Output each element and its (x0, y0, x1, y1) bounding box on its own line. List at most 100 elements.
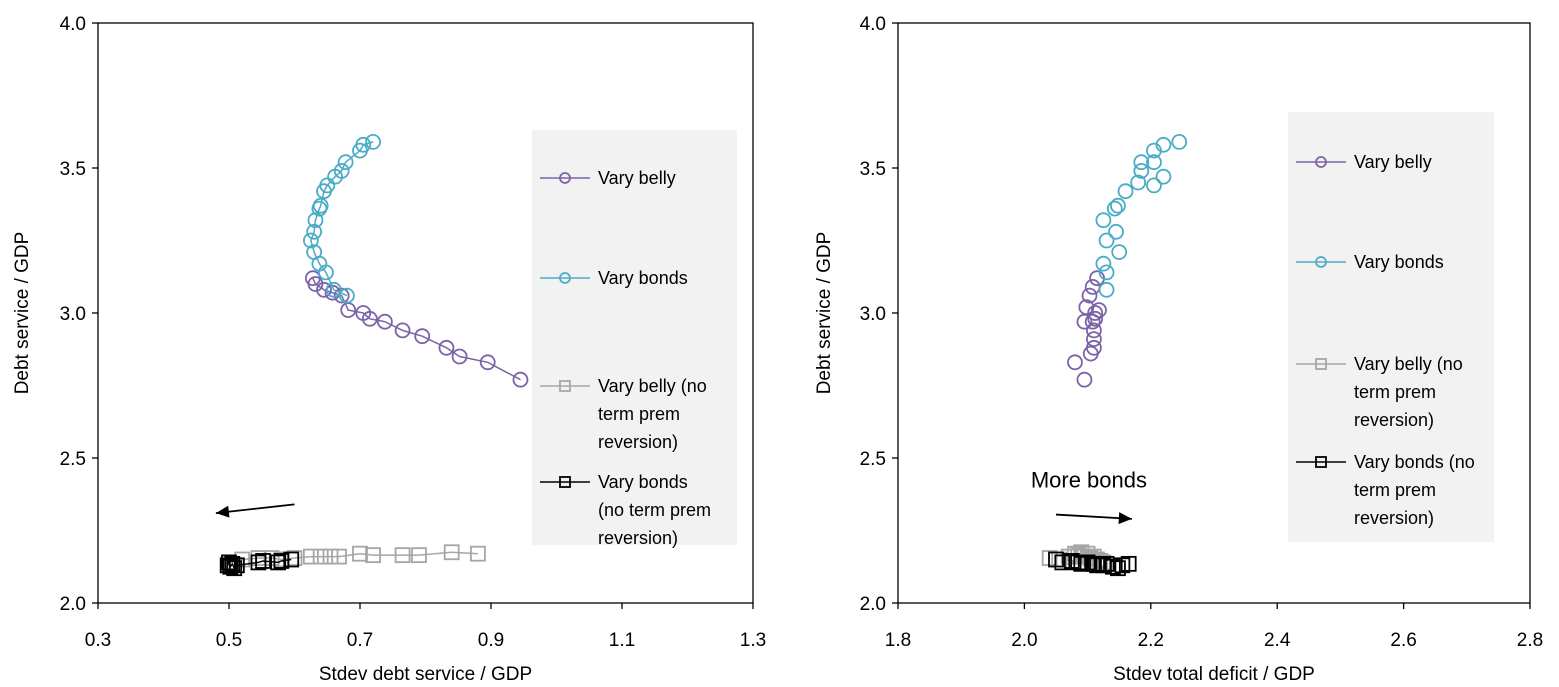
data-point (250, 554, 267, 571)
y-axis-label: Debt service / GDP (12, 232, 33, 395)
data-point (443, 544, 460, 561)
data-point (512, 371, 529, 388)
data-point (438, 339, 455, 356)
x-tick-label: 1.3 (740, 630, 766, 651)
legend-label: Vary bonds (598, 268, 688, 288)
x-tick-label: 1.8 (885, 630, 911, 651)
y-tick-label: 3.0 (860, 304, 886, 325)
legend-label: Vary belly (1354, 152, 1432, 172)
data-point (1086, 339, 1102, 356)
annotation-arrow-head (215, 505, 230, 518)
data-point (352, 142, 368, 159)
data-point (376, 313, 393, 330)
y-tick-label: 2.5 (860, 449, 886, 470)
data-point (1146, 142, 1162, 159)
data-point (327, 168, 344, 185)
data-point (322, 548, 339, 565)
data-point (1084, 278, 1101, 295)
data-point (1146, 177, 1162, 194)
data-point (1106, 200, 1123, 217)
left-chart: 2.0 2.5 3.0 3.5 4.0 0.3 0.5 0.7 0.9 1.1 1.3 Stdev d… (12, 14, 766, 685)
legend-label: Vary belly (no (1354, 354, 1463, 374)
series-line (310, 141, 374, 297)
legend-label: Vary bonds (598, 472, 688, 492)
data-point (1095, 212, 1112, 229)
y-tick-label: 2.0 (860, 594, 886, 615)
data-point (1155, 168, 1172, 185)
x-tick-label: 2.8 (1517, 630, 1543, 651)
data-point (1081, 287, 1098, 304)
data-point (224, 555, 241, 572)
legend-marker (1315, 358, 1327, 370)
data-point (1111, 244, 1128, 261)
y-tick-label: 3.0 (60, 304, 86, 325)
legend-label: Vary bonds (no (1354, 452, 1475, 472)
legend-marker (1315, 256, 1327, 268)
annotation-arrow-head (1118, 512, 1132, 525)
data-point (1095, 255, 1112, 272)
data-point (365, 547, 382, 564)
y-tick-label: 3.5 (860, 159, 886, 180)
data-point (1098, 264, 1115, 281)
data-point (1171, 133, 1188, 150)
x-tick-label: 2.0 (1011, 630, 1037, 651)
data-point (307, 212, 324, 229)
data-point (302, 232, 319, 249)
data-point (1110, 560, 1126, 577)
annotation-text: More bonds (1031, 468, 1147, 493)
legend-label: term prem (1354, 382, 1436, 402)
legend-label: reversion) (1354, 508, 1434, 528)
series-2 (221, 544, 486, 571)
y-tick-label: 4.0 (860, 14, 886, 35)
y-axis-label: Debt service / GDP (814, 232, 835, 395)
data-point (479, 354, 496, 371)
legend-marker (1315, 156, 1327, 168)
legend-marker (1315, 456, 1327, 468)
data-point (337, 154, 354, 171)
legend-label: term prem (598, 404, 680, 424)
data-point (1086, 322, 1102, 339)
data-point (1108, 223, 1124, 240)
data-point (307, 276, 324, 292)
data-point (1130, 174, 1147, 191)
data-point (1133, 162, 1150, 179)
data-point (1087, 305, 1104, 321)
legend-label: reversion) (1354, 410, 1434, 430)
legend-marker (559, 380, 571, 392)
x-tick-label: 2.6 (1390, 630, 1416, 651)
data-point (316, 281, 332, 298)
data-point (1110, 197, 1126, 214)
data-point (306, 223, 323, 240)
data-point (1133, 154, 1150, 171)
legend-label: (no term prem (598, 500, 711, 520)
y-tick-label: 3.5 (60, 159, 86, 180)
data-point (283, 551, 300, 568)
legend-label: Vary bonds (1354, 252, 1444, 272)
legend-label: Vary belly (598, 168, 676, 188)
data-point (414, 328, 431, 345)
data-point (318, 264, 334, 281)
data-point (1146, 154, 1162, 171)
legend-label: reversion) (598, 528, 678, 548)
series-3 (1048, 551, 1137, 577)
data-point (331, 548, 347, 565)
data-point (394, 547, 411, 564)
data-point (1117, 183, 1134, 200)
series-1 (302, 133, 382, 304)
data-point (228, 557, 245, 574)
data-point (311, 200, 328, 217)
legend-marker (559, 476, 571, 488)
x-tick-label: 2.4 (1264, 630, 1291, 651)
x-tick-label: 2.2 (1138, 630, 1164, 651)
data-point (338, 287, 355, 304)
data-point (312, 548, 329, 565)
data-point (1086, 555, 1102, 572)
data-point (1098, 281, 1115, 298)
legend-marker (559, 272, 571, 284)
data-point (1078, 299, 1095, 316)
y-tick-label: 2.5 (60, 449, 86, 470)
legend-label: Vary belly (no (598, 376, 707, 396)
x-tick-label: 0.3 (85, 630, 111, 651)
data-point (1098, 232, 1115, 249)
y-tick-label: 2.0 (60, 594, 86, 615)
